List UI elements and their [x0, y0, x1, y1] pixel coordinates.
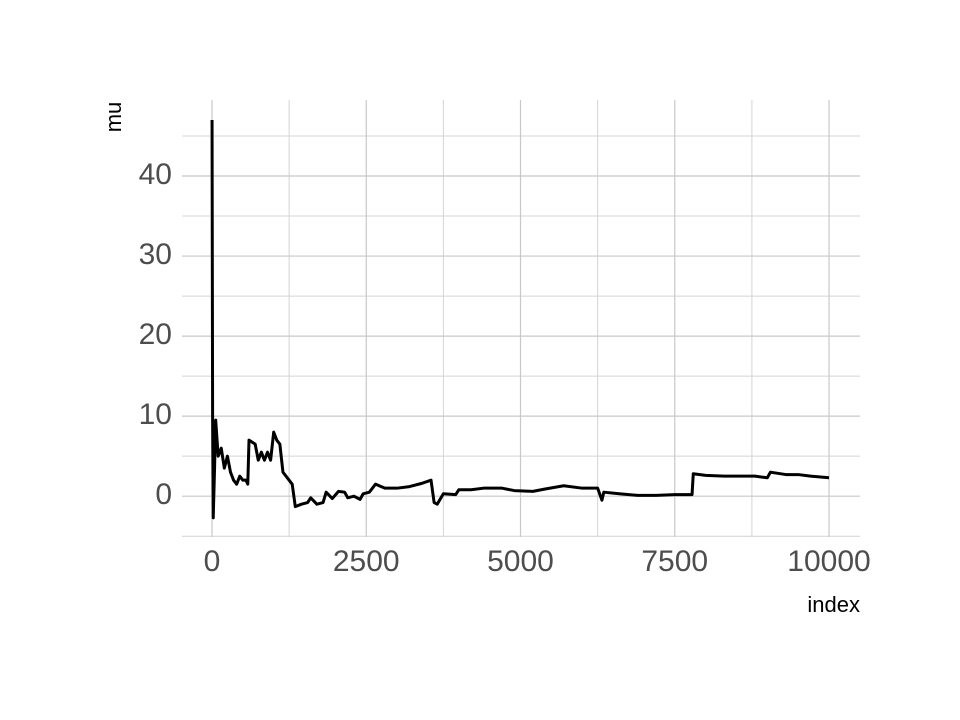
- y-tick-label: 10: [139, 398, 172, 431]
- x-tick-label: 2500: [333, 545, 400, 578]
- x-tick-label: 7500: [641, 545, 708, 578]
- y-tick-label: 40: [139, 158, 172, 191]
- y-tick-label: 20: [139, 318, 172, 351]
- x-tick-label: 5000: [487, 545, 554, 578]
- y-tick-label: 30: [139, 238, 172, 271]
- y-axis-title: mu: [101, 102, 126, 133]
- x-axis-title: index: [807, 592, 860, 617]
- y-tick-label: 0: [155, 478, 172, 511]
- x-tick-label: 10000: [787, 545, 870, 578]
- data-line: [210, 120, 830, 520]
- x-tick-label: 0: [204, 545, 221, 578]
